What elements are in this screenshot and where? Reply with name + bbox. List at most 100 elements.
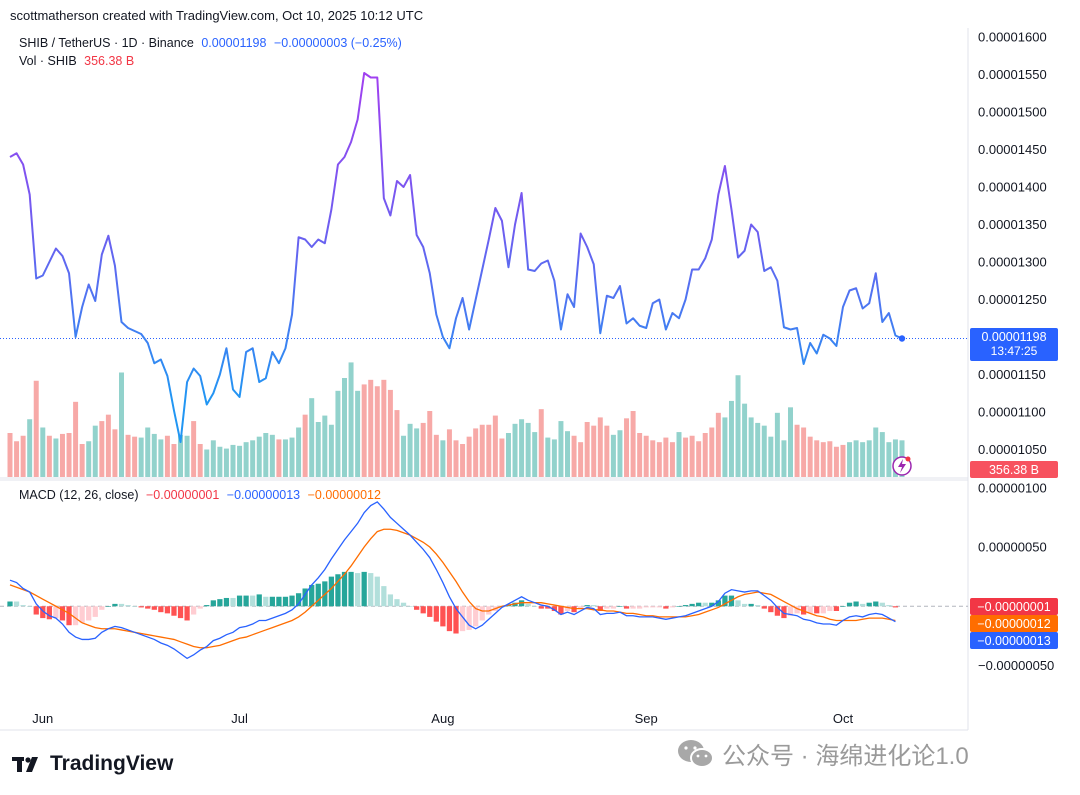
volume-bar	[191, 421, 197, 477]
volume-bar	[486, 424, 492, 477]
macd-histogram-bar	[92, 606, 98, 617]
macd-histogram-bar	[715, 600, 721, 607]
volume-value: 356.38 B	[84, 54, 135, 68]
volume-bar	[59, 433, 65, 477]
volume-bar	[368, 379, 374, 477]
volume-bar	[886, 442, 892, 477]
macd-histogram-bar	[145, 606, 151, 609]
macd-histogram-bar	[774, 606, 781, 616]
volume-legend: Vol · SHIB 356.38 B	[19, 54, 134, 68]
last-price-dot	[898, 335, 906, 342]
macd-histogram-bar	[243, 595, 249, 607]
volume-bar	[66, 433, 72, 477]
macd-histogram-bar	[604, 606, 610, 609]
volume-bar	[276, 439, 282, 477]
volume-bar	[125, 434, 131, 477]
volume-bar	[20, 435, 26, 477]
volume-bar	[145, 427, 151, 477]
macd-histogram-bar	[702, 602, 708, 607]
volume-bar	[99, 421, 105, 477]
volume-bar	[702, 433, 708, 477]
macd-histogram-bar	[446, 606, 453, 632]
macd-histogram-bar	[630, 606, 636, 609]
last-price-tag-text: 0.00001198	[981, 330, 1046, 344]
symbol-label[interactable]: SHIB / TetherUS · 1D · Binance	[19, 36, 194, 50]
volume-bar	[178, 434, 184, 477]
volume-bar	[840, 444, 846, 477]
macd-histogram-bar	[381, 586, 387, 607]
macd-histogram-bar	[374, 576, 380, 607]
volume-bar	[624, 418, 630, 477]
volume-bar	[453, 440, 459, 477]
chart-attribution: scottmatherson created with TradingView.…	[10, 8, 424, 23]
macd-histogram-bar	[236, 595, 243, 607]
macd-histogram-bar	[886, 605, 892, 607]
volume-tag-text: 356.38 B	[989, 463, 1039, 477]
macd-histogram-bar	[197, 606, 203, 609]
tradingview-logo[interactable]: TradingView	[12, 752, 173, 776]
price-legend: SHIB / TetherUS · 1D · Binance 0.0000119…	[19, 36, 402, 50]
macd-histogram-bar	[420, 606, 426, 614]
macd-histogram-bar	[453, 606, 459, 634]
volume-bar	[105, 414, 111, 477]
volume-bar	[184, 435, 190, 477]
macd-label[interactable]: MACD (12, 26, close)	[19, 488, 139, 502]
volume-bar	[361, 384, 367, 477]
volume-tag: 356.38 B	[970, 461, 1058, 478]
volume-bar	[505, 433, 511, 477]
macd-histogram-bar	[545, 606, 551, 609]
macd-line-value: −0.00000013	[226, 488, 301, 502]
volume-bar	[807, 436, 813, 477]
macd-histogram-bar	[164, 606, 171, 614]
macd-histogram-bar	[532, 606, 538, 607]
volume-bar	[342, 378, 347, 477]
macd-axis-tick-label: 0.00000050	[978, 540, 1047, 555]
volume-bar	[551, 439, 557, 477]
macd-histogram-bar	[682, 605, 689, 607]
macd-histogram-bar	[473, 606, 479, 627]
macd-histogram-bar	[637, 606, 643, 609]
macd-histogram-bar	[7, 601, 13, 607]
macd-histogram-bar	[892, 606, 899, 608]
volume-tag-bg	[970, 461, 1058, 478]
volume-bar	[210, 440, 216, 477]
volume-bar	[873, 427, 879, 477]
macd-histogram-bar	[761, 606, 767, 609]
volume-bar	[414, 428, 420, 477]
volume-bar	[446, 429, 452, 477]
volume-bar	[33, 380, 39, 477]
volume-bar	[256, 436, 262, 477]
macd-histogram-bar	[551, 606, 558, 611]
volume-bar	[401, 435, 407, 477]
macd-histogram-bar	[768, 606, 774, 613]
volume-bar	[40, 427, 46, 477]
volume-bar	[879, 432, 885, 477]
macd-histogram-bar	[341, 571, 348, 607]
volume-bar	[748, 417, 754, 477]
macd-histogram-bar	[538, 606, 544, 609]
macd-histogram-bar	[433, 606, 439, 622]
volume-bar	[237, 445, 243, 477]
volume-bar	[269, 434, 275, 477]
macd-histogram-bar	[217, 599, 223, 607]
price-axis-tick-label: 0.00001350	[978, 217, 1047, 232]
volume-bar	[171, 444, 177, 477]
time-axis-label: Aug	[431, 711, 454, 726]
macd-histogram-bar	[282, 596, 289, 607]
macd-histogram-bar	[302, 588, 308, 607]
macd-signal-tag-bg	[970, 615, 1058, 632]
wechat-watermark: 公众号 · 海绵进化论1.0	[676, 736, 969, 771]
macd-axis-tick-label: 0.00000100	[978, 480, 1047, 495]
trading-chart[interactable]: 0.00001600 0.00001550 0.00001500 0.00001450…	[0, 0, 1080, 740]
volume-bar	[512, 423, 518, 477]
volume-bar	[335, 390, 341, 477]
macd-histogram-bar	[210, 600, 216, 607]
volume-label[interactable]: Vol · SHIB	[19, 54, 77, 68]
macd-histogram-bar	[709, 602, 715, 607]
macd-histogram-bar	[27, 606, 33, 607]
macd-histogram-bar	[873, 601, 879, 607]
macd-histogram-bar	[735, 600, 741, 607]
macd-line-tag-text: −0.00000013	[977, 634, 1050, 648]
macd-histogram-bar	[584, 605, 590, 607]
macd-histogram-bar	[787, 606, 794, 616]
